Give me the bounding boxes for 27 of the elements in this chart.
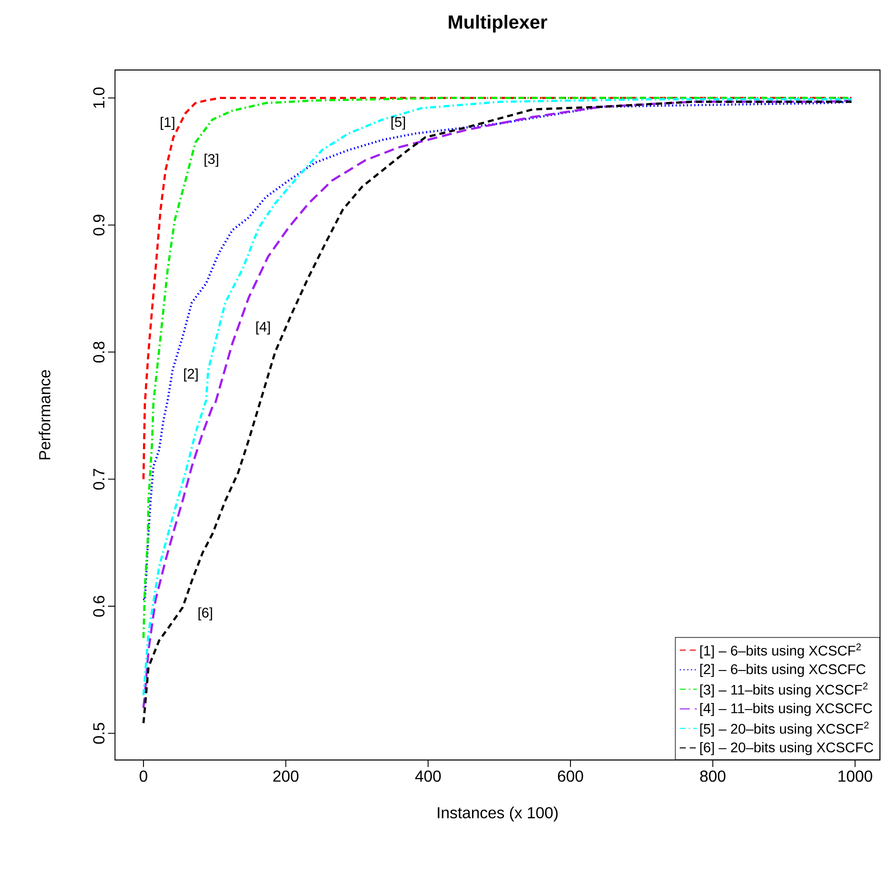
annotation: [3]	[204, 154, 218, 167]
legend-label: [1] – 6–bits using XCSCF$^{2}$	[700, 643, 861, 658]
y-tick-label: 0.7	[93, 468, 104, 490]
y-tick-label: 0.9	[93, 214, 104, 236]
y-tick-label: 0.8	[93, 342, 104, 363]
x-tick-label: 400	[415, 770, 441, 782]
x-tick-label: 600	[558, 770, 584, 782]
y-tick-label: 0.5	[93, 722, 104, 744]
annotation: [6]	[198, 607, 212, 620]
legend-label: [2] – 6–bits using XCSCFC	[700, 664, 866, 677]
y-tick-label: 0.6	[93, 596, 104, 617]
annotation: [5]	[391, 116, 405, 130]
y-axis-title: Performance	[38, 370, 50, 460]
x-tick-label: 0	[140, 770, 148, 782]
annotation: [4]	[256, 321, 270, 334]
x-tick-label: 800	[700, 770, 726, 782]
x-tick-label: 1000	[838, 770, 872, 782]
x-axis-title: Instances (x 100)	[438, 806, 558, 822]
legend-label: [3] – 11–bits using XCSCF$^{2}$	[700, 682, 868, 698]
legend-label: [4] – 11–bits using XCSCFC	[700, 703, 872, 716]
legend-label: [6] – 20–bits using XCSCFC	[700, 742, 874, 756]
annotation: [1]	[160, 116, 174, 130]
chart-title: Multiplexer	[448, 14, 548, 32]
annotation: [2]	[184, 368, 198, 382]
legend-label: [5] – 20–bits using XCSCF$^{2}$	[700, 722, 869, 737]
x-tick-label: 200	[273, 770, 298, 782]
y-tick-label: 1.0	[93, 88, 104, 108]
